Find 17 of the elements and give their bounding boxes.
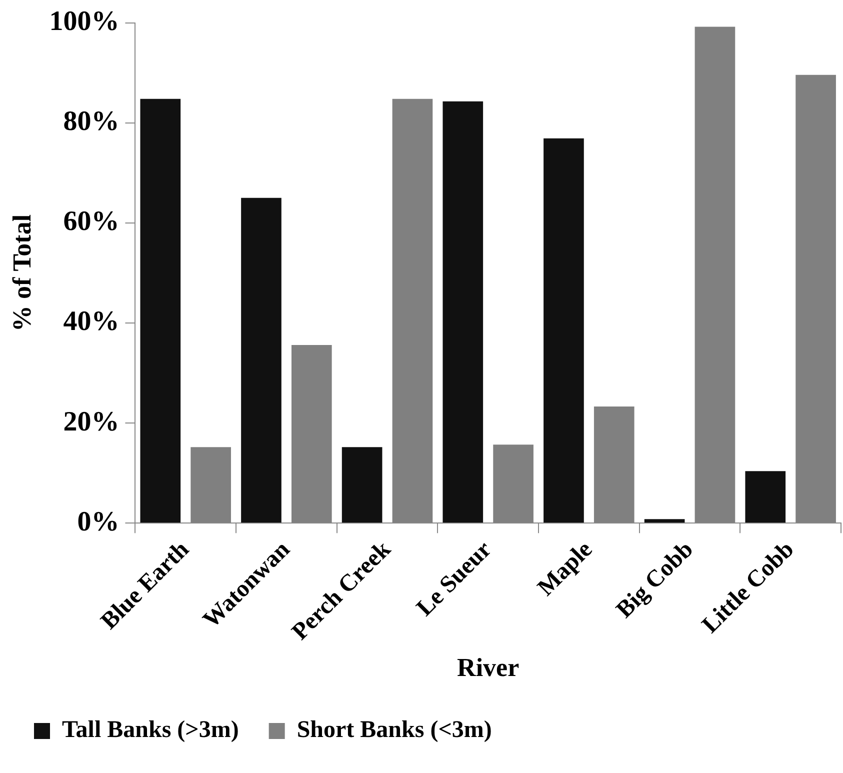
legend-label: Tall Banks (>3m) <box>62 717 239 744</box>
y-axis-title: % of Total <box>7 214 36 332</box>
bar <box>241 198 282 523</box>
bar <box>442 101 484 523</box>
y-tick-label: 20% <box>63 406 120 438</box>
y-tick-label: 40% <box>63 306 120 338</box>
bar <box>644 519 685 523</box>
x-axis-title: River <box>457 653 520 682</box>
y-tick-label: 0% <box>77 506 120 538</box>
legend-label: Short Banks (<3m) <box>296 717 492 744</box>
bar <box>342 447 382 523</box>
bar <box>745 471 786 523</box>
bar <box>544 138 584 523</box>
y-tick-label: 60% <box>63 206 120 238</box>
y-tick-label: 80% <box>63 106 120 138</box>
y-tick-label: 100% <box>49 6 120 38</box>
bar <box>140 98 181 523</box>
